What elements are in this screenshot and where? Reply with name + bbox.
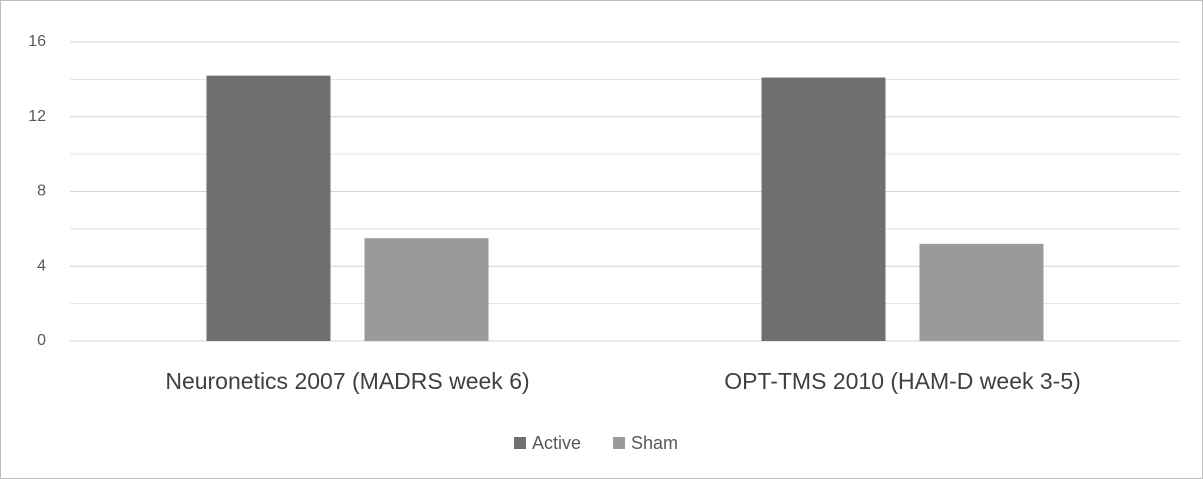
legend-label: Active xyxy=(532,433,581,453)
x-tick-label: Neuronetics 2007 (MADRS week 6) xyxy=(165,368,529,394)
legend-swatch xyxy=(514,437,526,449)
y-tick-label: 4 xyxy=(37,257,46,274)
bar xyxy=(761,77,886,341)
bar xyxy=(206,75,331,341)
bar xyxy=(364,238,489,341)
y-tick-label: 8 xyxy=(37,183,46,200)
y-tick-label: 0 xyxy=(37,332,46,349)
legend-label: Sham xyxy=(631,433,678,453)
bar xyxy=(919,243,1044,341)
legend-swatch xyxy=(613,437,626,449)
y-tick-label: 12 xyxy=(28,108,46,125)
y-tick-label: 16 xyxy=(28,33,46,50)
x-tick-label: OPT-TMS 2010 (HAM-D week 3-5) xyxy=(724,368,1081,394)
